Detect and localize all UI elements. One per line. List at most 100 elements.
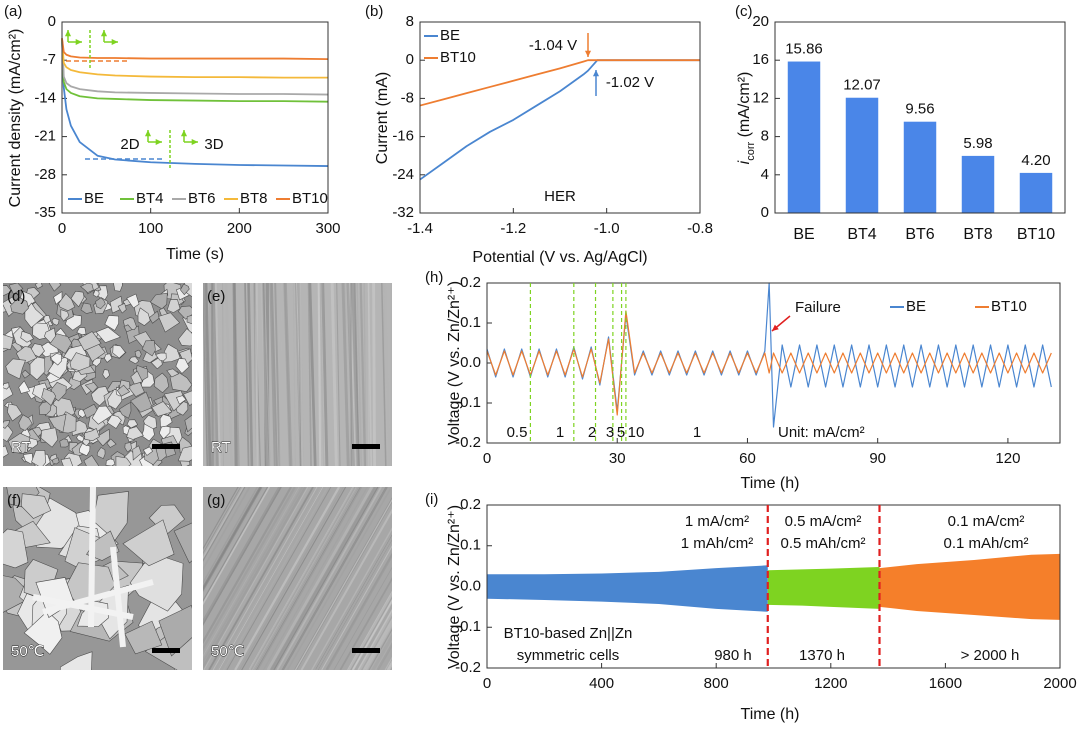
surface-streak	[204, 487, 311, 670]
surface-streak	[339, 577, 392, 670]
crystal-flake	[51, 317, 60, 326]
crystal-flake	[153, 372, 170, 394]
surface-streak	[244, 283, 250, 466]
surface-streak	[357, 608, 392, 670]
surface-streak	[203, 487, 282, 626]
surface-streak	[210, 283, 214, 466]
surface-streak	[283, 283, 292, 466]
surface-streak	[203, 487, 242, 555]
y-tick-label: 0.1	[460, 314, 481, 331]
arrow-head	[592, 70, 600, 77]
x-tick-label: 0	[483, 450, 491, 467]
y-axis-label: Current (mA)	[374, 72, 391, 164]
y-tick-label: 0	[406, 51, 414, 68]
surface-streak	[276, 487, 382, 670]
panel-label: (i)	[425, 491, 438, 508]
arrow-head	[100, 30, 108, 37]
surface-streak	[311, 527, 392, 670]
crystal-flake	[3, 419, 11, 429]
surface-streak	[321, 283, 329, 466]
crystal-flake	[95, 326, 122, 344]
y-tick-label: -28	[34, 166, 56, 183]
crystal-flake	[23, 610, 63, 655]
y-label-subscript: corr	[745, 142, 757, 161]
crystal-flake	[123, 324, 133, 333]
surface-streak	[222, 487, 329, 670]
y-tick-label: -0.2	[455, 434, 481, 451]
surface-streak	[369, 630, 392, 670]
y-tick-label: 0.0	[460, 354, 481, 371]
surface-streak	[428, 283, 432, 466]
x-tick-label: 90	[869, 450, 886, 467]
crystal-flake	[128, 356, 140, 365]
annotation: 2D	[120, 136, 139, 153]
surface-streak	[364, 621, 392, 670]
crystal-flake	[79, 443, 91, 457]
annotation: 0.1 mA/cm²	[948, 513, 1025, 530]
surface-streak	[381, 283, 387, 466]
surface-streak	[325, 552, 392, 670]
crystal-flake	[124, 441, 133, 453]
crystal-flake	[52, 457, 60, 465]
crystal-flake	[59, 438, 70, 448]
crystal-flake	[126, 426, 144, 440]
crystal-flake	[20, 330, 34, 343]
surface-streak	[203, 487, 245, 562]
crystal-flake	[137, 307, 151, 326]
y-tick-label: 0.1	[460, 537, 481, 554]
crystal-flake	[130, 391, 153, 413]
crystal-flake	[3, 334, 14, 350]
image-caption: RT	[211, 439, 231, 456]
surface-streak	[368, 628, 392, 670]
data-line	[61, 38, 328, 79]
surface-streak	[384, 283, 391, 466]
data-line	[486, 310, 1052, 416]
legend-label: BT10	[991, 298, 1027, 315]
sem-image	[203, 283, 432, 466]
surface-streak	[372, 283, 376, 466]
surface-streak	[362, 618, 392, 670]
surface-streak	[319, 283, 325, 466]
rate-label: 3	[606, 424, 614, 441]
surface-streak	[269, 283, 276, 466]
crystal-flake	[84, 427, 100, 442]
annotation: HER	[544, 188, 576, 205]
surface-streak	[203, 487, 240, 552]
surface-streak	[409, 283, 411, 466]
legend-label: BT8	[240, 190, 268, 207]
surface-streak	[256, 487, 363, 670]
surface-streak	[241, 487, 347, 670]
crystal-flake	[18, 380, 31, 394]
crystal-flake	[142, 446, 154, 456]
x-tick-label: 800	[704, 675, 729, 692]
crystal-flake	[80, 302, 93, 314]
surface-streak	[274, 487, 381, 670]
crystal-needle	[88, 487, 96, 628]
surface-streak	[203, 487, 304, 664]
crystal-flake	[22, 453, 34, 465]
annotation: 1 mA/cm²	[685, 513, 749, 530]
value-label: 15.86	[785, 41, 823, 58]
surface-streak	[333, 566, 392, 670]
surface-streak	[203, 487, 300, 657]
voltage-area	[767, 586, 880, 609]
surface-streak	[224, 283, 234, 466]
value-label: 5.98	[963, 135, 992, 152]
rate-label: 0.5	[507, 424, 528, 441]
crystal-needle	[42, 579, 154, 615]
rate-label: 1	[556, 424, 564, 441]
y-tick-label: -14	[34, 89, 56, 106]
surface-streak	[351, 283, 360, 466]
crystal-flake	[69, 352, 91, 372]
crystal-flake	[3, 528, 29, 569]
bar	[903, 121, 937, 213]
arrow-head	[584, 50, 592, 57]
surface-streak	[281, 487, 387, 670]
crystal-flake	[83, 454, 100, 466]
surface-streak	[294, 283, 301, 466]
surface-streak	[417, 283, 420, 466]
crystal-flake	[105, 458, 116, 466]
crystal-flake	[90, 386, 111, 407]
crystal-flake	[18, 414, 33, 431]
plot-frame	[486, 282, 1061, 444]
